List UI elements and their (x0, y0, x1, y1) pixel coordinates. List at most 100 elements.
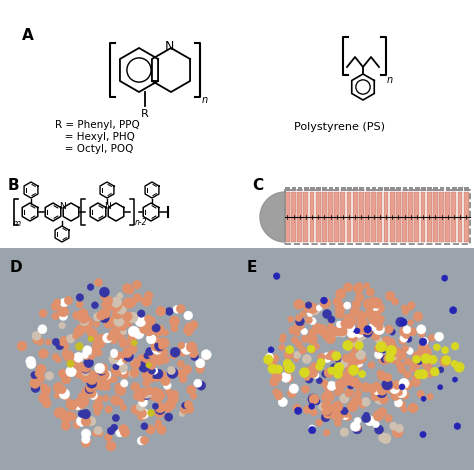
Circle shape (106, 441, 116, 451)
Circle shape (364, 326, 372, 333)
Circle shape (331, 353, 339, 361)
Bar (384, 187, 389, 191)
Circle shape (151, 368, 158, 374)
Circle shape (139, 388, 149, 397)
Circle shape (97, 367, 106, 376)
Circle shape (53, 382, 64, 393)
Circle shape (377, 385, 387, 395)
Circle shape (111, 302, 121, 312)
Circle shape (111, 365, 122, 376)
Circle shape (330, 410, 341, 420)
Circle shape (419, 338, 427, 346)
Circle shape (161, 356, 169, 364)
Circle shape (366, 288, 374, 297)
Circle shape (113, 399, 120, 406)
Circle shape (76, 324, 86, 334)
Circle shape (358, 370, 366, 378)
Circle shape (81, 364, 90, 373)
Circle shape (155, 389, 164, 399)
Circle shape (438, 367, 444, 373)
Circle shape (64, 296, 73, 305)
Circle shape (59, 389, 70, 399)
Circle shape (392, 298, 399, 305)
Circle shape (309, 346, 316, 353)
Circle shape (94, 279, 102, 287)
Bar (353, 187, 358, 191)
Circle shape (406, 348, 413, 354)
Circle shape (186, 324, 192, 330)
Circle shape (312, 343, 319, 350)
Bar (390, 192, 395, 242)
Circle shape (346, 373, 353, 380)
Circle shape (427, 393, 433, 400)
Circle shape (184, 311, 192, 320)
Circle shape (146, 362, 152, 368)
Circle shape (300, 368, 310, 377)
Circle shape (378, 343, 388, 353)
Circle shape (365, 416, 375, 426)
Circle shape (87, 328, 97, 338)
Bar (359, 192, 364, 242)
Circle shape (449, 306, 457, 314)
Circle shape (374, 324, 384, 335)
Bar (446, 192, 450, 242)
Circle shape (127, 355, 134, 362)
Circle shape (398, 366, 406, 374)
Circle shape (402, 380, 412, 390)
Circle shape (116, 429, 124, 437)
Text: n: n (387, 75, 393, 85)
Circle shape (148, 374, 156, 382)
Circle shape (169, 316, 180, 326)
Circle shape (419, 331, 425, 337)
Circle shape (321, 392, 331, 402)
Circle shape (141, 321, 149, 329)
Circle shape (417, 390, 424, 398)
Circle shape (346, 321, 354, 329)
Bar (334, 192, 339, 242)
Circle shape (167, 368, 178, 378)
Circle shape (363, 325, 373, 335)
Circle shape (170, 347, 180, 357)
Circle shape (73, 327, 83, 337)
Circle shape (153, 387, 159, 393)
Circle shape (86, 388, 96, 398)
Circle shape (118, 321, 127, 331)
Circle shape (393, 347, 401, 356)
Circle shape (142, 391, 151, 400)
Circle shape (36, 364, 46, 374)
Circle shape (279, 337, 286, 343)
Circle shape (333, 297, 342, 306)
Circle shape (346, 323, 355, 332)
Circle shape (122, 357, 128, 363)
Circle shape (110, 376, 118, 383)
Bar (310, 187, 315, 191)
Circle shape (160, 338, 169, 348)
Circle shape (396, 387, 407, 398)
Circle shape (97, 430, 103, 437)
Circle shape (38, 392, 49, 403)
Bar (428, 187, 432, 191)
Bar (402, 192, 407, 242)
Circle shape (323, 407, 331, 415)
Bar (285, 192, 290, 242)
Circle shape (390, 384, 400, 394)
Circle shape (103, 296, 113, 306)
Circle shape (327, 381, 337, 391)
Circle shape (66, 366, 76, 377)
Circle shape (148, 367, 155, 374)
Circle shape (334, 383, 343, 392)
Circle shape (309, 426, 316, 434)
Circle shape (362, 414, 371, 423)
Circle shape (322, 352, 332, 363)
Circle shape (343, 340, 353, 351)
Circle shape (34, 373, 45, 384)
Circle shape (152, 344, 163, 354)
Circle shape (54, 392, 60, 399)
Bar (365, 192, 370, 242)
Circle shape (189, 348, 198, 358)
Circle shape (310, 409, 318, 416)
Circle shape (293, 351, 301, 359)
Text: m: m (13, 219, 21, 228)
Circle shape (412, 375, 419, 382)
Circle shape (186, 406, 194, 413)
